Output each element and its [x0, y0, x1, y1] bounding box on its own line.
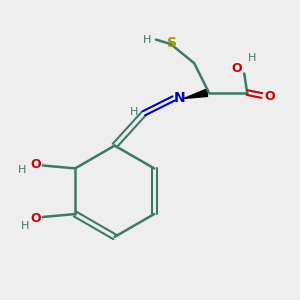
- Text: O: O: [30, 158, 41, 171]
- Polygon shape: [184, 89, 207, 98]
- Text: O: O: [264, 91, 274, 103]
- Text: H: H: [248, 53, 256, 63]
- Text: H: H: [143, 34, 151, 45]
- Text: O: O: [232, 61, 242, 75]
- Text: O: O: [30, 212, 41, 225]
- Text: H: H: [21, 221, 29, 231]
- Text: H: H: [130, 107, 138, 117]
- Text: S: S: [167, 35, 177, 50]
- Text: N: N: [174, 92, 185, 106]
- Text: H: H: [18, 165, 26, 175]
